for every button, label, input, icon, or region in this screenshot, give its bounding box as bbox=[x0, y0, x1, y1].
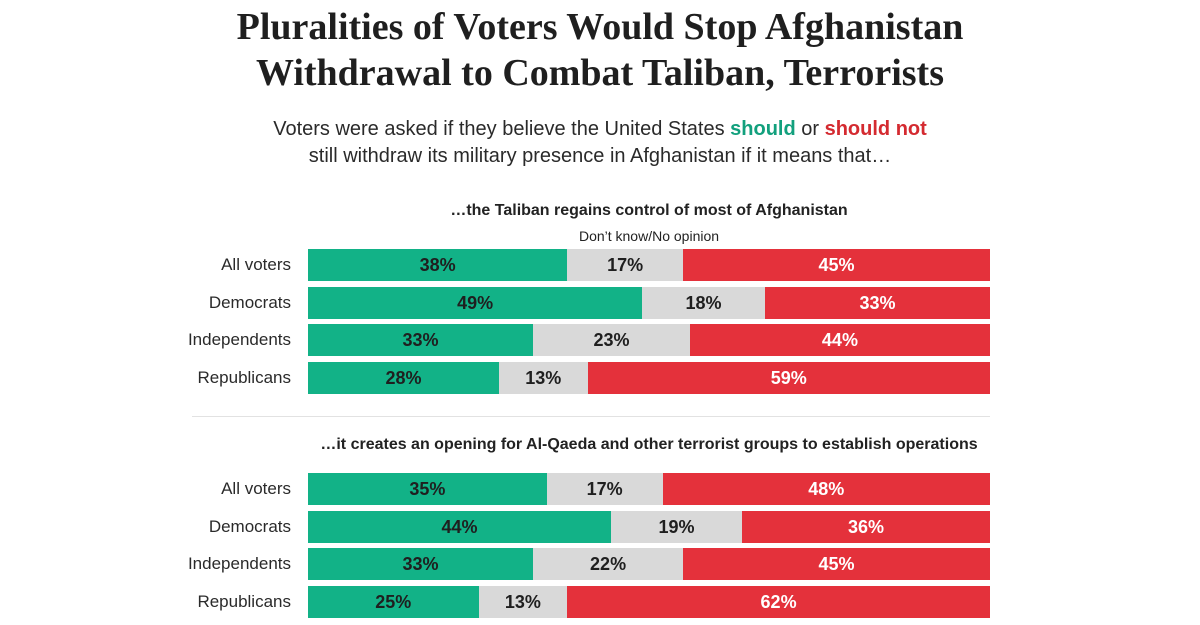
bar-row-independents: Independents 33% 22% 45% bbox=[0, 548, 1200, 580]
bar-row-republicans: Republicans 25% 13% 62% bbox=[0, 586, 1200, 618]
bar-row-democrats: Democrats 44% 19% 36% bbox=[0, 511, 1200, 543]
bar-row-democrats: Democrats 49% 18% 33% bbox=[0, 287, 1200, 319]
bar-row-republicans: Republicans 28% 13% 59% bbox=[0, 362, 1200, 394]
stacked-bar: 33% 23% 44% bbox=[308, 324, 990, 356]
bar-row-all-voters: All voters 38% 17% 45% bbox=[0, 249, 1200, 281]
category-label: All voters bbox=[221, 479, 291, 498]
bar-segment-should: 33% bbox=[308, 324, 534, 356]
bar-segment-should-not: 62% bbox=[567, 586, 990, 618]
category-label: Independents bbox=[187, 330, 291, 349]
chart-title-line-1: Pluralities of Voters Would Stop Afghani… bbox=[236, 6, 964, 48]
subtitle-should-not-legend: should not bbox=[824, 118, 927, 140]
bar-segment-should: 49% bbox=[308, 287, 643, 319]
bar-segment-should-not: 45% bbox=[683, 548, 990, 580]
category-label: Democrats bbox=[208, 293, 291, 312]
subtitle-text-1: Voters were asked if they believe the Un… bbox=[273, 118, 731, 140]
chart-subtitle: Voters were asked if they believe the Un… bbox=[0, 116, 1200, 170]
bar-segment-dont-know: 23% bbox=[533, 324, 690, 356]
bar-segment-should: 28% bbox=[308, 362, 499, 394]
bar-segment-should-not: 48% bbox=[662, 473, 990, 505]
category-label: All voters bbox=[221, 255, 291, 274]
bar-segment-should-not: 44% bbox=[689, 324, 990, 356]
stacked-bar: 28% 13% 59% bbox=[308, 362, 990, 394]
bar-segment-should-not: 59% bbox=[587, 362, 990, 394]
stacked-bar: 38% 17% 45% bbox=[308, 249, 990, 281]
subtitle-should-legend: should bbox=[730, 118, 796, 140]
bar-segment-dont-know: 22% bbox=[533, 548, 684, 580]
bar-segment-should-not: 36% bbox=[742, 511, 990, 543]
bar-segment-should: 38% bbox=[308, 249, 568, 281]
bar-segment-dont-know: 13% bbox=[498, 362, 588, 394]
bar-segment-dont-know: 17% bbox=[567, 249, 684, 281]
section-divider bbox=[192, 416, 990, 417]
subtitle-text-2: or bbox=[795, 118, 825, 140]
category-label: Republicans bbox=[197, 368, 291, 387]
dont-know-legend-note: Don’t know/No opinion bbox=[578, 228, 720, 244]
stacked-bar: 33% 22% 45% bbox=[308, 548, 990, 580]
category-label: Democrats bbox=[208, 517, 291, 536]
bar-segment-should-not: 45% bbox=[683, 249, 990, 281]
chart-title: Pluralities of Voters Would Stop Afghani… bbox=[0, 4, 1200, 96]
stacked-bar: 35% 17% 48% bbox=[308, 473, 990, 505]
bar-row-all-voters: All voters 35% 17% 48% bbox=[0, 473, 1200, 505]
category-label: Republicans bbox=[197, 592, 291, 611]
bar-segment-should: 35% bbox=[308, 473, 547, 505]
category-label: Independents bbox=[187, 554, 291, 573]
bar-segment-should: 44% bbox=[308, 511, 612, 543]
bar-segment-dont-know: 19% bbox=[611, 511, 742, 543]
chart-terrorists-title: …it creates an opening for Al-Qaeda and … bbox=[320, 436, 978, 453]
bar-segment-dont-know: 18% bbox=[642, 287, 765, 319]
bar-segment-dont-know: 17% bbox=[546, 473, 663, 505]
bar-segment-should: 33% bbox=[308, 548, 534, 580]
bar-segment-should-not: 33% bbox=[764, 287, 990, 319]
bar-row-independents: Independents 33% 23% 44% bbox=[0, 324, 1200, 356]
bar-segment-should: 25% bbox=[308, 586, 479, 618]
chart-title-line-2: Withdrawal to Combat Taliban, Terrorists bbox=[256, 52, 944, 94]
chart-taliban-title: …the Taliban regains control of most of … bbox=[450, 202, 848, 219]
stacked-bar: 49% 18% 33% bbox=[308, 287, 990, 319]
stacked-bar: 25% 13% 62% bbox=[308, 586, 990, 618]
bar-segment-dont-know: 13% bbox=[478, 586, 568, 618]
subtitle-text-3: still withdraw its military presence in … bbox=[308, 145, 892, 167]
stacked-bar: 44% 19% 36% bbox=[308, 511, 990, 543]
